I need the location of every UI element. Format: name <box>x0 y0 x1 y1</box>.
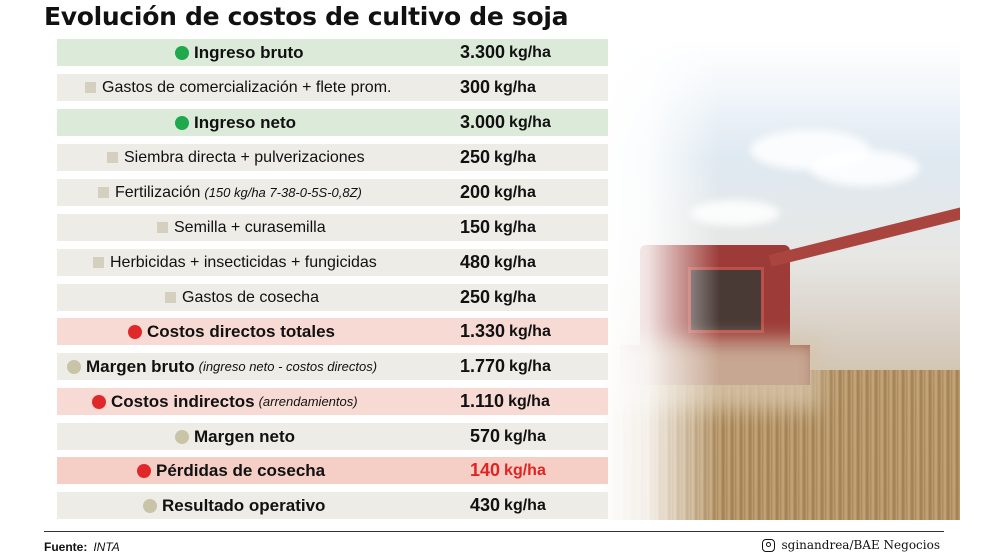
table-row: Margen bruto (ingreso neto - costos dire… <box>57 353 608 380</box>
green-dot-icon <box>175 115 189 130</box>
gray-square-icon <box>93 257 104 268</box>
table-row: Margen neto 570 kg/ha <box>57 423 608 450</box>
source-note: Fuente: INTA <box>44 540 120 554</box>
row-label: Ingreso neto <box>194 112 297 132</box>
row-unit: kg/ha <box>508 392 550 410</box>
page-title: Evolución de costos de cultivo de soja <box>44 2 569 31</box>
row-label: Fertilización <box>115 183 201 201</box>
footer-divider <box>44 531 944 532</box>
row-note: (150 kg/ha 7-38-0-5S-0,8Z) <box>204 185 362 200</box>
source-label: Fuente: <box>44 540 88 554</box>
row-value: 1.770 <box>460 356 506 376</box>
row-unit: kg/ha <box>494 218 536 236</box>
table-row: Costos indirectos (arrendamientos) 1.110… <box>57 388 608 415</box>
row-value: 1.110 <box>460 391 505 411</box>
row-unit: kg/ha <box>509 113 551 131</box>
row-value: 3.300 <box>460 42 506 62</box>
gray-square-icon <box>107 152 118 163</box>
row-value: 480 <box>460 252 491 272</box>
row-label: Margen bruto <box>86 356 195 376</box>
table-row: Costos directos totales 1.330 kg/ha <box>57 318 608 345</box>
row-unit: kg/ha <box>494 288 536 306</box>
table-row: Ingreso bruto 3.300 kg/ha <box>57 39 608 66</box>
gray-square-icon <box>85 82 96 93</box>
row-unit: kg/ha <box>504 461 546 479</box>
row-value: 150 <box>460 217 491 237</box>
table-row: Ingreso neto 3.000 kg/ha <box>57 109 608 136</box>
table-row: Fertilización (150 kg/ha 7-38-0-5S-0,8Z)… <box>57 179 608 206</box>
row-value: 200 <box>460 182 491 202</box>
row-value: 570 <box>470 426 501 446</box>
row-label: Semilla + curasemilla <box>174 218 326 236</box>
row-value: 250 <box>460 287 491 307</box>
row-label: Resultado operativo <box>162 495 326 515</box>
row-note: (ingreso neto - costos directos) <box>198 359 378 374</box>
row-unit: kg/ha <box>509 43 551 61</box>
gray-dot-icon <box>175 429 189 444</box>
table-row: Pérdidas de cosecha 140 kg/ha <box>57 457 608 484</box>
table-row: Siembra directa + pulverizaciones 250 kg/… <box>57 144 608 171</box>
source-value: INTA <box>93 540 120 554</box>
red-dot-icon <box>92 394 106 409</box>
row-label: Ingreso bruto <box>194 42 304 62</box>
green-dot-icon <box>175 45 189 60</box>
instagram-icon <box>762 538 776 552</box>
gray-square-icon <box>98 187 109 198</box>
row-label: Margen neto <box>194 426 296 446</box>
row-label: Siembra directa + pulverizaciones <box>124 148 365 166</box>
row-unit: kg/ha <box>509 322 551 340</box>
row-unit: kg/ha <box>494 148 536 166</box>
table-row: Herbicidas + insecticidas + fungicidas 4… <box>57 249 608 276</box>
row-label: Costos indirectos <box>111 391 255 411</box>
photo-credit: sginandrea/BAE Negocios <box>762 538 940 552</box>
table-row: Gastos de cosecha 250 kg/ha <box>57 284 608 311</box>
gray-square-icon <box>157 222 168 233</box>
credit-text: sginandrea/BAE Negocios <box>781 538 940 552</box>
row-label: Costos directos totales <box>147 321 335 341</box>
row-unit: kg/ha <box>504 496 546 514</box>
row-unit: kg/ha <box>494 253 536 271</box>
row-label: Pérdidas de cosecha <box>156 460 326 480</box>
table-row: Gastos de comercialización + flete prom.… <box>57 74 608 101</box>
harvest-photo <box>600 40 960 520</box>
row-unit: kg/ha <box>509 357 551 375</box>
row-unit: kg/ha <box>504 427 546 445</box>
row-unit: kg/ha <box>494 78 536 96</box>
row-value: 3.000 <box>460 112 506 132</box>
row-value: 430 <box>470 495 501 515</box>
gray-dot-icon <box>143 498 157 513</box>
gray-dot-icon <box>67 359 81 374</box>
red-dot-icon <box>128 324 142 339</box>
row-unit: kg/ha <box>494 183 536 201</box>
row-value: 140 <box>470 460 501 480</box>
row-label: Gastos de comercialización + flete prom. <box>102 78 392 96</box>
row-label: Herbicidas + insecticidas + fungicidas <box>110 253 377 271</box>
row-note: (arrendamientos) <box>258 394 358 409</box>
row-value: 1.330 <box>460 321 506 341</box>
gray-square-icon <box>165 292 176 303</box>
row-label: Gastos de cosecha <box>182 288 319 306</box>
red-dot-icon <box>137 463 151 478</box>
table-row: Resultado operativo 430 kg/ha <box>57 492 608 519</box>
row-value: 250 <box>460 147 491 167</box>
row-value: 300 <box>460 77 491 97</box>
table-row: Semilla + curasemilla 150 kg/ha <box>57 214 608 241</box>
